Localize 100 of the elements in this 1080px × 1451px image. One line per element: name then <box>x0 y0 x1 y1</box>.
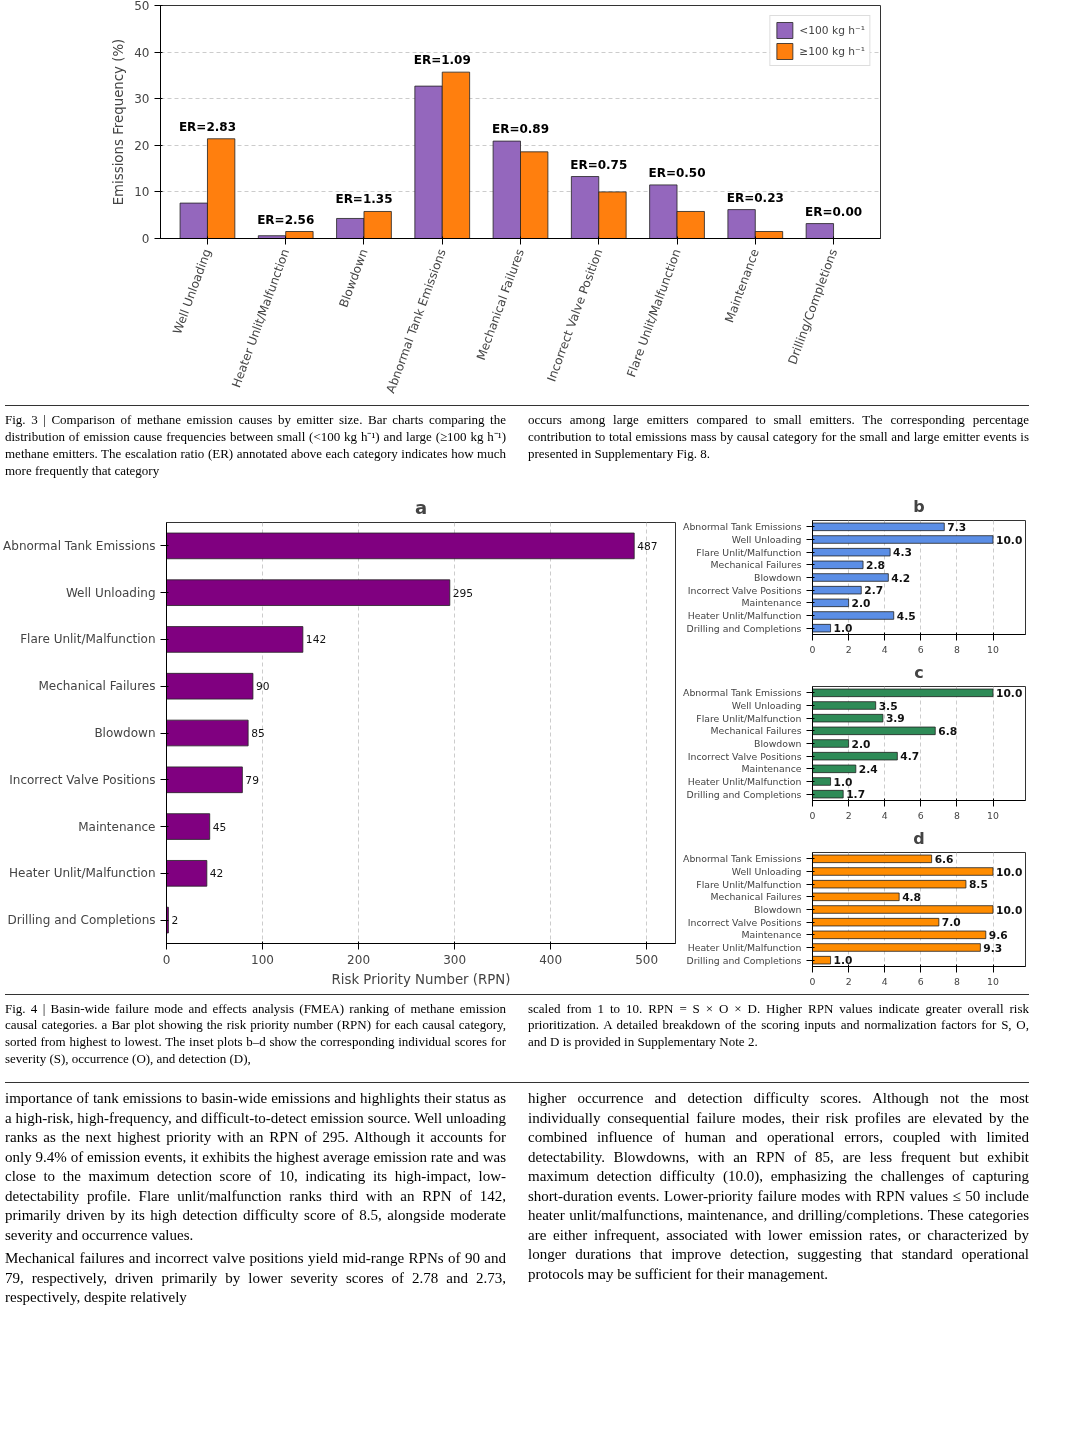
x-axis-title: Risk Priority Number (RPN) <box>331 971 511 987</box>
data-label: 79 <box>245 773 260 787</box>
y-tick-label: 50 <box>134 0 150 13</box>
x-tick-label: 2 <box>845 643 852 655</box>
x-tick-label: 10 <box>987 643 1000 655</box>
y-tick-label: Incorrect Valve Positions <box>687 750 802 762</box>
x-tick-label: 6 <box>917 975 924 987</box>
x-tick-label: 200 <box>347 952 371 967</box>
y-tick-label: Mechanical Failures <box>710 724 802 736</box>
y-tick-label: Drilling and Completions <box>686 954 802 966</box>
data-label: 2.8 <box>866 558 885 572</box>
y-tick-label: Mechanical Failures <box>710 558 802 570</box>
annotation: ER=1.09 <box>413 53 471 68</box>
annotation: ER=2.56 <box>257 212 315 227</box>
y-tick-label: 10 <box>134 185 150 200</box>
text: importance of tank emissions to basin-wide emissions and highlights their status as a high-risk, high-frequency, and difficult-to-detect emission source. Well unloading ranks as the next highest priority with an RPN of 295. Although it accounts for only 9.4% of emission events, it exhibits the highest average emission rate and was close to the maximum detection score of 10, indicating its high-impact, low-detectability profile. Flare unlit/malfunction ranks third with an RPN of 142, primarily driven by its high detection difficulty score of 8.5, alongside moderate severity and occurrence values. <box>5 1089 506 1245</box>
y-axis-title: Emissions Frequency (%) <box>111 38 127 206</box>
data-label: 45 <box>212 820 227 834</box>
annotation: ER=1.35 <box>335 192 393 207</box>
data-label: 6.6 <box>934 852 954 866</box>
x-tick-label: 2 <box>845 809 852 821</box>
y-tick-label: 30 <box>134 92 150 107</box>
data-label: 85 <box>251 726 265 740</box>
y-tick-label: Drilling and Completions <box>686 622 802 634</box>
data-label: 1.0 <box>833 775 853 789</box>
data-label: 4.5 <box>896 609 916 623</box>
y-tick-label: Blowdown <box>754 903 802 915</box>
x-tick-label: 8 <box>953 643 960 655</box>
y-tick-label: Heater Unlit/Malfunction <box>687 941 802 953</box>
data-label: 90 <box>255 679 270 693</box>
x-tick-label: 0 <box>809 975 816 987</box>
x-tick-label: 0 <box>809 643 816 655</box>
y-tick-label: Maintenance <box>78 819 156 834</box>
data-label: 2.0 <box>851 737 871 751</box>
x-tick-label: 0 <box>162 952 171 967</box>
y-tick-label: Mechanical Failures <box>710 890 802 902</box>
chart-title: b <box>913 496 925 516</box>
y-tick-label: Mechanical Failures <box>38 678 156 693</box>
data-label: 2.4 <box>858 762 878 776</box>
y-tick-label: Maintenance <box>741 596 802 608</box>
text: scaled from 1 to 10. RPN = S × O × D. Higher RPN values indicate greater overall risk prioritization. A detailed breakdown of the scoring inputs and normalization factors for S, O, and D is provided in Supplementary Note 2. <box>528 1000 1029 1052</box>
data-label: 42 <box>209 866 224 880</box>
data-label: 4.8 <box>902 890 922 904</box>
data-label: 1.0 <box>833 621 853 635</box>
data-label: 4.2 <box>891 571 911 585</box>
data-label: 9.6 <box>988 928 1008 942</box>
y-tick-label: Maintenance <box>741 928 802 940</box>
data-label: 8.5 <box>968 877 988 891</box>
text: occurs among large emitters compared to small emitters. The corresponding percentage contribution to total emissions mass by causal category for the small and large emitter events is presented in Supplementary Fig. 8. <box>528 412 1029 463</box>
data-label: 2 <box>171 913 179 927</box>
annotation: ER=0.50 <box>648 165 706 180</box>
y-tick-label: Maintenance <box>741 762 802 774</box>
y-tick-label: Incorrect Valve Positions <box>687 916 802 928</box>
y-tick-label: Drilling and Completions <box>686 788 802 800</box>
data-label: 4.7 <box>900 749 920 763</box>
annotation: ER=0.75 <box>570 157 628 172</box>
data-label: 10.0 <box>996 533 1023 547</box>
y-tick-label: Heater Unlit/Malfunction <box>687 775 802 787</box>
text: Mechanical failures and incorrect valve positions yield mid-range RPNs of 90 and 79, respectively, driven primarily by lower severity scores of 2.78 and 2.73, respectively, despite relatively <box>5 1249 506 1308</box>
chart-title: d <box>913 828 925 848</box>
x-tick-label: 500 <box>635 952 659 967</box>
x-tick-label: 6 <box>917 643 924 655</box>
chart-title: c <box>914 662 924 682</box>
y-tick-label: Blowdown <box>94 725 156 740</box>
data-label: 1.7 <box>846 787 866 801</box>
y-tick-label: Flare Unlit/Malfunction <box>696 546 802 558</box>
caption: Fig. 3 | Comparison of methane emission causes by emitter size. Bar charts comparing the distribution of emission cause frequencies between small (<100 kg h⁻¹) and large (≥100 kg h⁻¹) methane emitters. The escalation ratio (ER) annotated above each category indicates how much more frequently that category <box>5 412 506 480</box>
data-label: 142 <box>305 633 327 647</box>
data-label: 1.0 <box>833 953 853 967</box>
y-tick-label: Heater Unlit/Malfunction <box>687 609 802 621</box>
y-tick-label: Incorrect Valve Positions <box>9 772 156 787</box>
y-tick-label: Abnormal Tank Emissions <box>3 538 156 553</box>
x-tick-label: 10 <box>987 809 1000 821</box>
caption: Fig. 4 | Basin-wide failure mode and effects analysis (FMEA) ranking of methane emission causal categories. a Bar plot showing the risk priority number (RPN) for each causal category, sorted from highest to lowest. The inset plots b–d show the corresponding individual scores for severity (S), occurrence (O), and detection (D), <box>5 1000 506 1069</box>
x-tick-label: 2 <box>845 975 852 987</box>
data-label: 2.7 <box>864 583 884 597</box>
y-tick-label: Incorrect Valve Positions <box>687 584 802 596</box>
x-tick-label: 4 <box>881 975 888 987</box>
x-tick-label: 300 <box>443 952 467 967</box>
y-tick-label: 20 <box>134 138 150 153</box>
data-label: 2.0 <box>851 596 871 610</box>
y-tick-label: 40 <box>134 45 150 60</box>
y-tick-label: Flare Unlit/Malfunction <box>696 712 802 724</box>
annotation: ER=0.00 <box>804 204 863 219</box>
y-tick-label: Heater Unlit/Malfunction <box>9 865 156 880</box>
x-tick-label: 0 <box>809 809 816 821</box>
y-tick-label: Abnormal Tank Emissions <box>683 686 802 698</box>
legend-label: ≥100 kg h⁻¹ <box>799 44 865 58</box>
data-label: 7.0 <box>941 915 961 929</box>
x-tick-label: 100 <box>251 952 274 967</box>
data-label: 7.3 <box>947 520 967 534</box>
data-label: 10.0 <box>996 865 1023 879</box>
x-tick-label: 4 <box>881 643 888 655</box>
y-tick-label: Well Unloading <box>731 865 802 877</box>
y-tick-label: 0 <box>141 232 150 246</box>
y-tick-label: Abnormal Tank Emissions <box>683 852 802 864</box>
data-label: 10.0 <box>996 903 1023 917</box>
y-tick-label: Blowdown <box>754 571 802 583</box>
y-tick-label: Well Unloading <box>731 533 802 545</box>
x-tick-label: 8 <box>953 975 960 987</box>
